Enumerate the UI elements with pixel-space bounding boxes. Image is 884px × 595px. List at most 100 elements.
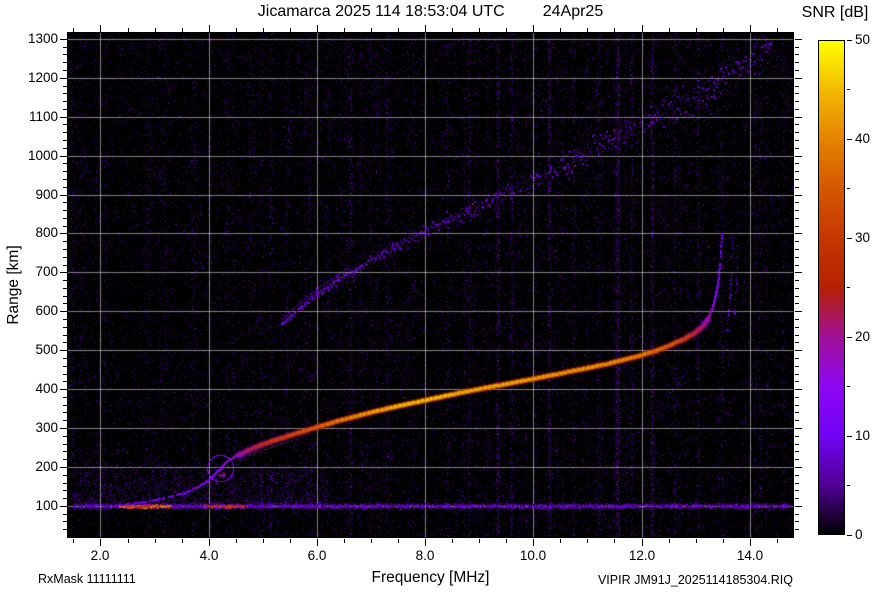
- x-major-tick: [750, 539, 751, 546]
- y-minor-tick: [795, 218, 799, 219]
- snr-colorbar: [818, 40, 845, 535]
- y-minor-tick: [795, 101, 799, 102]
- y-minor-tick: [63, 280, 67, 281]
- y-tick-label: 1000: [27, 148, 58, 163]
- y-minor-tick: [63, 475, 67, 476]
- x-minor-tick: [290, 28, 291, 32]
- colorbar-tick-label: 40: [855, 131, 871, 146]
- x-minor-tick: [669, 28, 670, 32]
- colorbar-tick-label: 50: [855, 32, 871, 47]
- y-minor-tick: [795, 163, 799, 164]
- y-minor-tick: [63, 109, 67, 110]
- y-major-tick: [795, 233, 802, 234]
- y-major-tick: [795, 467, 802, 468]
- x-tick-label: 14.0: [736, 548, 764, 563]
- y-minor-tick: [63, 241, 67, 242]
- x-minor-tick: [452, 539, 453, 543]
- file-id-label: VIPIR JM91J_2025114185304.RIQ: [597, 573, 793, 587]
- colorbar-tick-label: 0: [855, 527, 863, 542]
- x-minor-tick: [236, 539, 237, 543]
- x-minor-tick: [182, 539, 183, 543]
- y-minor-tick: [795, 288, 799, 289]
- x-major-tick: [533, 25, 534, 32]
- x-major-tick: [642, 539, 643, 546]
- x-minor-tick: [263, 539, 264, 543]
- y-major-tick: [60, 78, 67, 79]
- y-minor-tick: [795, 62, 799, 63]
- y-minor-tick: [63, 265, 67, 266]
- y-minor-tick: [795, 342, 799, 343]
- y-minor-tick: [63, 218, 67, 219]
- x-minor-tick: [560, 28, 561, 32]
- y-minor-tick: [795, 303, 799, 304]
- y-minor-tick: [63, 187, 67, 188]
- y-minor-tick: [795, 490, 799, 491]
- y-minor-tick: [795, 226, 799, 227]
- x-minor-tick: [398, 28, 399, 32]
- y-minor-tick: [795, 327, 799, 328]
- y-minor-tick: [63, 210, 67, 211]
- y-minor-tick: [795, 241, 799, 242]
- y-major-tick: [60, 311, 67, 312]
- x-tick-label: 10.0: [519, 548, 547, 563]
- x-minor-tick: [723, 539, 724, 543]
- y-minor-tick: [63, 303, 67, 304]
- colorbar-tick: [847, 139, 852, 140]
- y-minor-tick: [795, 54, 799, 55]
- y-minor-tick: [63, 148, 67, 149]
- y-minor-tick: [63, 374, 67, 375]
- y-minor-tick: [795, 109, 799, 110]
- y-minor-tick: [795, 335, 799, 336]
- x-minor-tick: [560, 539, 561, 543]
- x-major-tick: [642, 25, 643, 32]
- y-major-tick: [795, 350, 802, 351]
- x-minor-tick: [777, 28, 778, 32]
- x-major-tick: [317, 539, 318, 546]
- x-tick-label: 8.0: [415, 548, 435, 563]
- x-major-tick: [425, 25, 426, 32]
- y-major-tick: [795, 195, 802, 196]
- x-tick-label: 6.0: [307, 548, 327, 563]
- y-tick-label: 1200: [27, 70, 58, 85]
- x-minor-tick: [290, 539, 291, 543]
- x-minor-tick: [182, 28, 183, 32]
- y-minor-tick: [795, 93, 799, 94]
- x-minor-tick: [73, 539, 74, 543]
- x-minor-tick: [777, 539, 778, 543]
- y-tick-label: 1100: [28, 109, 58, 124]
- colorbar-minor-tick: [847, 89, 850, 90]
- y-minor-tick: [795, 374, 799, 375]
- colorbar-minor-tick: [847, 386, 850, 387]
- colorbar-tick: [847, 238, 852, 239]
- x-tick-label: 2.0: [90, 548, 110, 563]
- y-minor-tick: [63, 124, 67, 125]
- y-minor-tick: [63, 420, 67, 421]
- colorbar-tick: [847, 337, 852, 338]
- y-minor-tick: [63, 132, 67, 133]
- y-minor-tick: [795, 436, 799, 437]
- y-minor-tick: [795, 451, 799, 452]
- y-major-tick: [60, 156, 67, 157]
- x-minor-tick: [669, 539, 670, 543]
- y-minor-tick: [63, 358, 67, 359]
- x-major-tick: [100, 25, 101, 32]
- x-minor-tick: [452, 28, 453, 32]
- x-axis-label: Frequency [MHz]: [371, 569, 490, 586]
- y-minor-tick: [795, 514, 799, 515]
- y-major-tick: [795, 389, 802, 390]
- x-minor-tick: [371, 28, 372, 32]
- x-minor-tick: [344, 28, 345, 32]
- x-minor-tick: [587, 539, 588, 543]
- y-axis-label: Range [km]: [5, 245, 22, 325]
- y-major-tick: [60, 272, 67, 273]
- x-minor-tick: [236, 28, 237, 32]
- y-major-tick: [795, 78, 802, 79]
- y-minor-tick: [63, 381, 67, 382]
- y-minor-tick: [795, 148, 799, 149]
- y-minor-tick: [63, 397, 67, 398]
- y-major-tick: [60, 389, 67, 390]
- y-minor-tick: [795, 483, 799, 484]
- colorbar-tick-label: 20: [855, 329, 871, 344]
- y-minor-tick: [63, 483, 67, 484]
- y-major-tick: [60, 195, 67, 196]
